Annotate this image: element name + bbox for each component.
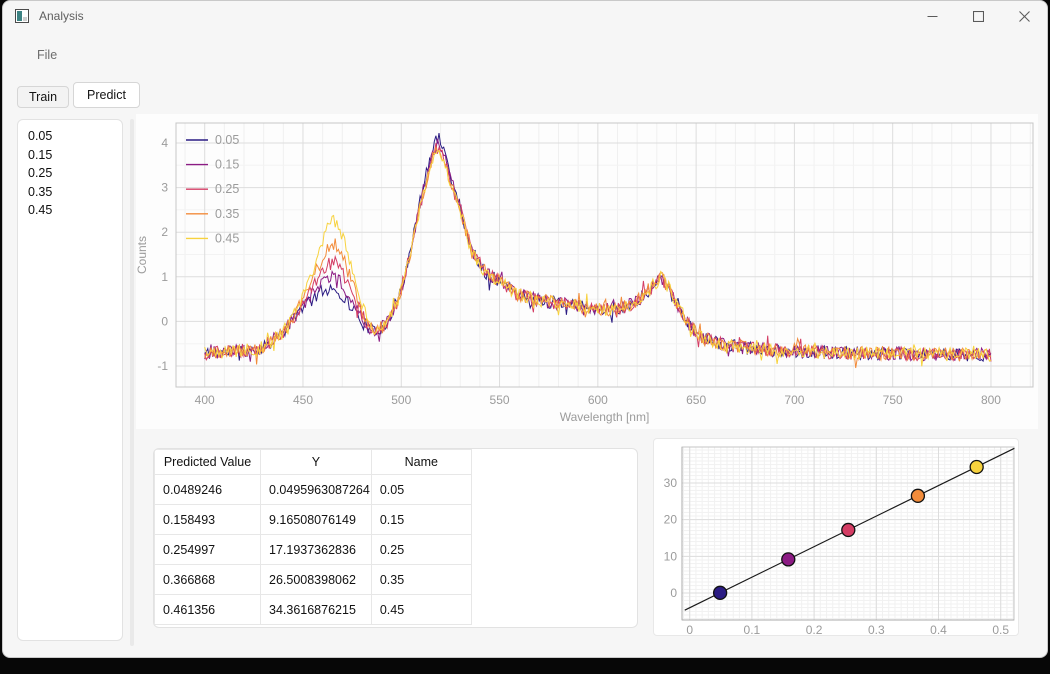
legend-label-0.25: 0.25 (215, 182, 239, 196)
close-button[interactable] (1001, 1, 1047, 31)
menu-item-file[interactable]: File (31, 45, 63, 65)
results-table: Predicted Value Y Name 0.0489246 0.04959… (154, 449, 472, 625)
legend-label-0.05: 0.05 (215, 133, 239, 147)
cell-name[interactable]: 0.45 (371, 595, 471, 625)
legend-label-0.15: 0.15 (215, 158, 239, 172)
svg-text:4: 4 (161, 136, 168, 150)
svg-text:0: 0 (670, 586, 677, 600)
table-row[interactable]: 0.158493 9.16508076149 0.15 (155, 505, 472, 535)
y-axis-label: Counts (136, 236, 149, 274)
calibration-plot[interactable]: 0 0.1 0.2 0.3 0.4 0.5 0 10 20 30 (653, 438, 1019, 636)
svg-text:0.3: 0.3 (868, 623, 885, 635)
svg-text:550: 550 (490, 393, 510, 407)
cell-predicted[interactable]: 0.158493 (155, 505, 261, 535)
data-point[interactable] (842, 523, 855, 536)
svg-text:0.5: 0.5 (992, 623, 1009, 635)
svg-text:700: 700 (784, 393, 804, 407)
svg-text:20: 20 (664, 513, 678, 527)
spectrum-plot[interactable]: 400 450 500 550 600 650 700 750 800 -1 0 1 2 3 4 Wavele… (136, 114, 1038, 429)
legend-label-0.35: 0.35 (215, 207, 239, 221)
svg-text:650: 650 (686, 393, 706, 407)
column-header-name[interactable]: Name (371, 450, 471, 475)
svg-text:600: 600 (588, 393, 608, 407)
svg-text:500: 500 (391, 393, 411, 407)
list-item[interactable]: 0.05 (18, 127, 122, 146)
app-icon (15, 9, 29, 23)
title-bar[interactable]: Analysis (3, 1, 1047, 31)
svg-text:0: 0 (161, 314, 168, 328)
svg-text:750: 750 (883, 393, 903, 407)
svg-text:450: 450 (293, 393, 313, 407)
list-item[interactable]: 0.15 (18, 146, 122, 165)
table-row[interactable]: 0.254997 17.1937362836 0.25 (155, 535, 472, 565)
svg-text:0.1: 0.1 (744, 623, 761, 635)
data-point[interactable] (714, 586, 727, 599)
column-header-predicted-value[interactable]: Predicted Value (155, 450, 261, 475)
cell-name[interactable]: 0.35 (371, 565, 471, 595)
data-point[interactable] (970, 461, 983, 474)
cell-predicted[interactable]: 0.0489246 (155, 475, 261, 505)
table-row[interactable]: 0.0489246 0.0495963087264 0.05 (155, 475, 472, 505)
svg-text:10: 10 (664, 549, 678, 563)
cell-predicted[interactable]: 0.366868 (155, 565, 261, 595)
svg-text:400: 400 (195, 393, 215, 407)
minimize-button[interactable] (909, 1, 955, 31)
cell-name[interactable]: 0.05 (371, 475, 471, 505)
svg-text:0: 0 (686, 623, 693, 635)
results-panel: Predicted Value Y Name 0.0489246 0.04959… (153, 448, 638, 628)
maximize-icon (973, 11, 984, 22)
app-window: Analysis File Train (2, 0, 1048, 658)
tab-train[interactable]: Train (17, 86, 69, 108)
cell-y[interactable]: 0.0495963087264 (261, 475, 372, 505)
data-point[interactable] (782, 553, 795, 566)
svg-text:2: 2 (161, 225, 168, 239)
spectrum-plot-canvas[interactable]: 400 450 500 550 600 650 700 750 800 -1 0 1 2 3 4 Wavele… (136, 114, 1038, 429)
svg-text:30: 30 (664, 476, 678, 490)
svg-text:3: 3 (161, 181, 168, 195)
close-icon (1019, 11, 1030, 22)
maximize-button[interactable] (955, 1, 1001, 31)
table-row[interactable]: 0.366868 26.5008398062 0.35 (155, 565, 472, 595)
splitter-handle[interactable] (130, 119, 134, 646)
table-header-row: Predicted Value Y Name (155, 450, 472, 475)
svg-text:1: 1 (161, 270, 168, 284)
desktop: { "window": { "title": "Analysis", "cont… (0, 0, 1050, 674)
menu-bar: File (3, 45, 1047, 65)
list-item[interactable]: 0.45 (18, 201, 122, 220)
x-axis-label: Wavelength [nm] (560, 410, 650, 424)
svg-text:0.4: 0.4 (930, 623, 947, 635)
data-point[interactable] (911, 489, 924, 502)
plot-legend: 0.05 0.15 0.25 0.35 0.45 (186, 133, 239, 245)
svg-text:0.2: 0.2 (806, 623, 823, 635)
cell-name[interactable]: 0.15 (371, 505, 471, 535)
cell-y[interactable]: 9.16508076149 (261, 505, 372, 535)
cell-y[interactable]: 34.3616876215 (261, 595, 372, 625)
table-row[interactable]: 0.461356 34.3616876215 0.45 (155, 595, 472, 625)
list-item[interactable]: 0.35 (18, 183, 122, 202)
sample-list[interactable]: 0.05 0.15 0.25 0.35 0.45 (17, 119, 123, 641)
window-title: Analysis (39, 9, 84, 23)
window-controls (909, 1, 1047, 31)
tab-bar: Train Predict (17, 82, 140, 108)
cell-predicted[interactable]: 0.461356 (155, 595, 261, 625)
cell-predicted[interactable]: 0.254997 (155, 535, 261, 565)
minimize-icon (927, 11, 938, 22)
cell-name[interactable]: 0.25 (371, 535, 471, 565)
svg-text:-1: -1 (157, 359, 168, 373)
column-header-y[interactable]: Y (261, 450, 372, 475)
calibration-plot-canvas[interactable]: 0 0.1 0.2 0.3 0.4 0.5 0 10 20 30 (654, 439, 1018, 635)
cell-y[interactable]: 17.1937362836 (261, 535, 372, 565)
legend-label-0.45: 0.45 (215, 231, 239, 245)
tab-predict[interactable]: Predict (73, 82, 140, 108)
cell-y[interactable]: 26.5008398062 (261, 565, 372, 595)
svg-text:800: 800 (981, 393, 1001, 407)
list-item[interactable]: 0.25 (18, 164, 122, 183)
